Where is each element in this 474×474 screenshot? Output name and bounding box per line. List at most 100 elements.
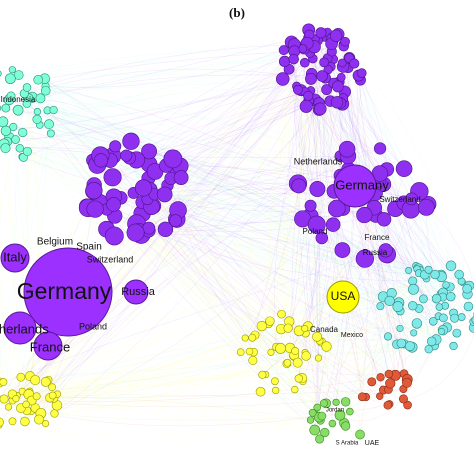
node (1, 103, 11, 113)
node (331, 80, 344, 93)
edge (45, 90, 313, 413)
node (319, 57, 329, 68)
edge (28, 374, 263, 395)
node (437, 327, 446, 336)
edge (153, 205, 413, 348)
node (275, 343, 286, 354)
node (15, 144, 25, 153)
node-label: Belgium (37, 237, 73, 248)
edge (35, 148, 381, 381)
node (315, 231, 329, 245)
node (299, 57, 310, 68)
node (50, 409, 59, 418)
edge (26, 410, 341, 421)
edge (12, 327, 447, 395)
edge (295, 362, 350, 412)
node (46, 129, 55, 138)
edge (280, 329, 325, 433)
edge (358, 75, 369, 397)
edge (7, 141, 172, 182)
edge (321, 280, 413, 417)
node (424, 344, 433, 354)
nodes (0, 23, 474, 444)
edge (177, 169, 246, 339)
node (32, 114, 42, 125)
node (313, 102, 327, 116)
node (299, 99, 313, 113)
node (376, 373, 385, 382)
node (33, 331, 63, 361)
edge (26, 343, 405, 405)
edge (48, 124, 345, 424)
node (275, 72, 290, 86)
node (0, 143, 11, 154)
edge (310, 198, 412, 421)
node (383, 332, 393, 341)
edge (10, 78, 437, 299)
node (463, 301, 474, 312)
edge (332, 59, 408, 383)
edge (295, 86, 318, 408)
edge (22, 75, 359, 392)
edge (177, 169, 282, 315)
node (142, 221, 156, 235)
node (328, 419, 337, 428)
node (85, 182, 103, 200)
node (356, 206, 373, 224)
edge (287, 168, 405, 363)
node (169, 214, 182, 227)
edge (0, 74, 454, 314)
edge (53, 109, 381, 307)
edge (317, 188, 460, 275)
edge (335, 41, 355, 403)
edge (35, 379, 62, 409)
node-label: Canada (310, 325, 339, 334)
node (396, 324, 404, 332)
node (288, 53, 299, 65)
node (106, 197, 121, 212)
edge (254, 286, 468, 336)
node (44, 119, 54, 130)
node (34, 414, 44, 425)
edge (53, 109, 429, 205)
node (307, 215, 326, 234)
edge (5, 130, 400, 303)
node (93, 153, 109, 168)
node (312, 331, 323, 342)
edge (3, 143, 272, 353)
edge (24, 149, 348, 422)
node (86, 200, 104, 218)
edge (48, 88, 298, 125)
node (267, 348, 275, 356)
edge (321, 331, 442, 348)
node-label: Switzerland (87, 254, 134, 264)
edge (301, 34, 318, 190)
edge (358, 304, 397, 435)
node (308, 408, 317, 417)
edge (297, 89, 318, 408)
node (355, 249, 374, 268)
node (0, 417, 4, 427)
node (104, 226, 124, 246)
edge (309, 52, 381, 174)
edge (8, 374, 263, 408)
edge (147, 199, 241, 353)
node (452, 328, 462, 338)
node (0, 243, 30, 273)
edge (28, 98, 440, 308)
node (9, 122, 18, 132)
node (11, 135, 20, 144)
node (12, 395, 20, 403)
edge (138, 230, 246, 339)
node (241, 334, 249, 342)
edge (148, 230, 413, 348)
node (471, 315, 474, 325)
node (315, 434, 325, 444)
node (279, 55, 291, 67)
node (305, 73, 317, 85)
node-label: France (365, 233, 390, 242)
edge (154, 81, 340, 172)
node (294, 374, 303, 383)
edge (148, 169, 349, 229)
edge (27, 151, 454, 347)
